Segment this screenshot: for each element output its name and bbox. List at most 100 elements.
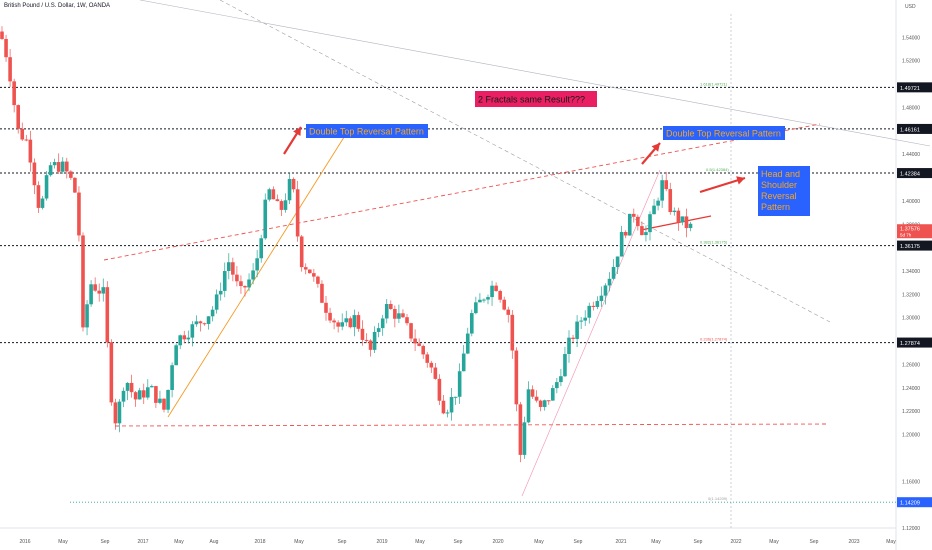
candle-body (563, 354, 567, 377)
candle-body (413, 338, 417, 344)
y-tick-label: 1.20000 (902, 433, 920, 439)
x-tick-label: 2018 (254, 539, 265, 545)
candle-body (344, 318, 349, 323)
candle-body (526, 389, 531, 423)
candle-body (652, 205, 656, 215)
candle-body (619, 232, 624, 257)
candle-body (583, 317, 587, 321)
candle-body (668, 189, 673, 213)
candle-body (636, 216, 640, 227)
candle-body (141, 390, 146, 398)
candle-body (510, 314, 515, 351)
candle-body (174, 345, 178, 366)
candle-body (551, 388, 555, 401)
candle-body (81, 235, 85, 328)
candle-body (85, 304, 89, 328)
currency-label: USD (905, 4, 916, 10)
candle-body (482, 299, 486, 301)
candle-body (210, 309, 215, 317)
candle-body (648, 214, 652, 233)
candle-body (425, 354, 430, 363)
x-tick-label: 2020 (492, 539, 503, 545)
fib-label: 0.382(1.36175) (700, 240, 728, 245)
candle-body (587, 305, 592, 318)
current-price-label: 1.37576 (900, 227, 920, 233)
candle-body (137, 390, 142, 400)
candle-body (380, 318, 385, 329)
x-tick-label: 2021 (615, 539, 626, 545)
candle-body (607, 278, 612, 286)
x-tick-label: May (651, 539, 661, 545)
candle-body (154, 386, 158, 403)
y-tick-label: 1.24000 (902, 386, 920, 392)
candle-body (490, 285, 494, 298)
candle-body (640, 226, 644, 236)
annotation-box (306, 124, 428, 138)
x-tick-label: 2016 (19, 539, 30, 545)
candle-body (251, 270, 255, 280)
candle-body (567, 337, 571, 355)
candle-body (453, 396, 458, 398)
x-tick-label: 2017 (137, 539, 148, 545)
candle-body (603, 285, 608, 296)
candle-body (214, 294, 219, 310)
bottom-red-dashed-line (114, 423, 827, 427)
candle-body (441, 400, 446, 414)
y-tick-label: 1.30000 (902, 316, 920, 322)
candle-body (97, 290, 101, 294)
x-tick-label: 2023 (848, 539, 859, 545)
candle-body (117, 401, 122, 424)
candle-body (660, 180, 664, 201)
candle-body (231, 262, 235, 275)
x-tick-label: May (294, 539, 304, 545)
candle-body (486, 297, 490, 300)
candle-body (105, 287, 110, 343)
price-level-badge (897, 123, 932, 134)
candle-body (162, 398, 166, 410)
candle-body (316, 276, 320, 284)
candle-body (146, 387, 150, 398)
candle-body (328, 312, 332, 321)
candle-body (287, 178, 292, 201)
price-level-label: 1.36175 (900, 244, 920, 250)
annotation-text: Head and (761, 169, 800, 179)
candle-body (474, 302, 478, 314)
candle-body (40, 198, 45, 208)
annotation-box (663, 126, 785, 140)
candle-body (93, 284, 97, 291)
candle-body (56, 162, 61, 172)
candle-body (332, 320, 336, 323)
candle-body (664, 180, 668, 190)
candle-body (178, 335, 182, 346)
candle-body (401, 313, 405, 318)
y-tick-label: 1.44000 (902, 152, 920, 158)
candle-body (194, 321, 199, 325)
candle-body (44, 175, 49, 199)
arrow-head-shoulder-head (736, 176, 745, 185)
candle-body (579, 320, 583, 322)
candle-body (32, 162, 37, 186)
candle-body (227, 262, 231, 272)
candle-body (376, 328, 381, 332)
candle-body (417, 343, 421, 346)
annotation-text: Shoulder (761, 180, 797, 190)
x-tick-label: Sep (101, 539, 110, 545)
candle-body (615, 256, 620, 268)
y-tick-label: 1.12000 (902, 526, 920, 532)
candle-body (599, 295, 604, 302)
candle-body (502, 299, 506, 310)
price-level-label: 1.14209 (900, 501, 920, 507)
y-tick-label: 1.52000 (902, 59, 920, 65)
annotation-text: 2 Fractals same Result??? (478, 95, 585, 105)
price-level-label: 1.27874 (900, 341, 920, 347)
candle-body (113, 402, 118, 424)
x-tick-label: May (58, 539, 68, 545)
candle-body (303, 267, 308, 270)
candle-body (77, 192, 81, 236)
candle-body (291, 178, 296, 190)
x-tick-label: 2019 (376, 539, 387, 545)
arrow-double-top-2-head (651, 143, 660, 152)
neckline-red-line (640, 215, 712, 231)
